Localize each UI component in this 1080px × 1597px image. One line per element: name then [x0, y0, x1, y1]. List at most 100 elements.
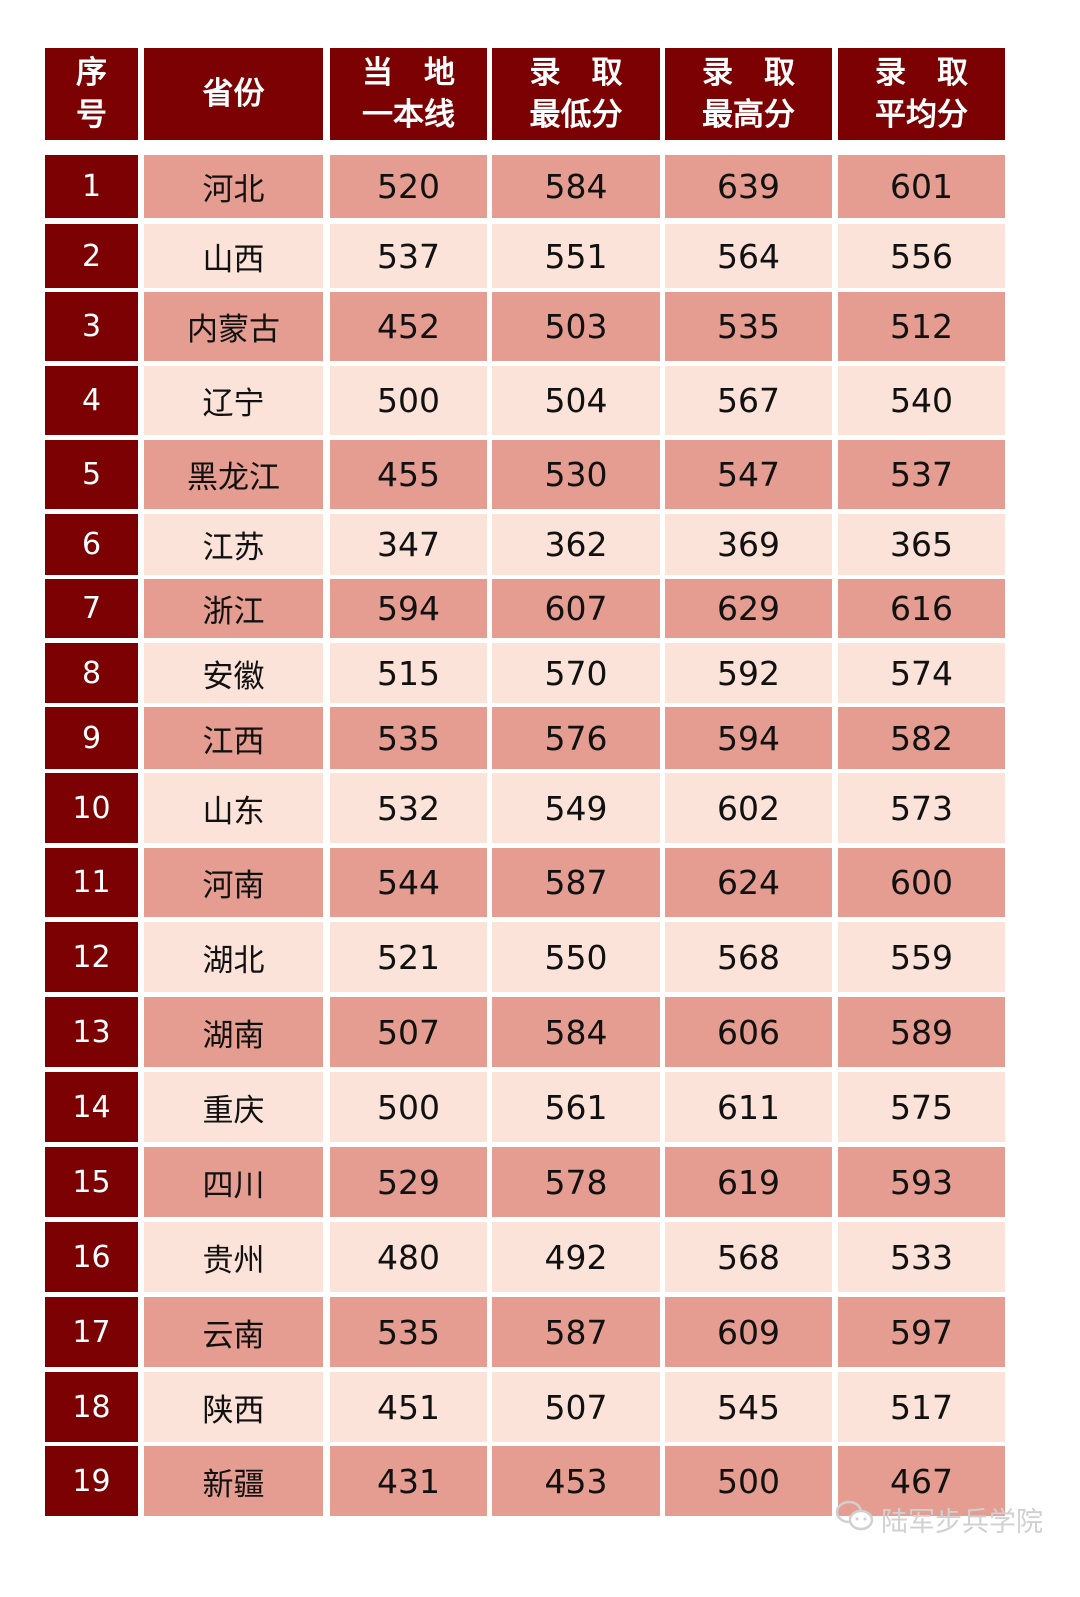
- cell-index: 5: [45, 440, 138, 509]
- cell-local-first-tier-line: 544: [330, 848, 487, 917]
- cell-avg-score: 575: [838, 1072, 1005, 1142]
- cell-avg-score: 559: [838, 922, 1005, 992]
- cell-min-score: 530: [492, 440, 660, 509]
- cell-min-score: 607: [492, 579, 660, 638]
- cell-min-score: 584: [492, 997, 660, 1067]
- watermark-text: 陆军步兵学院: [881, 1507, 1043, 1538]
- cell-province: 江苏: [144, 514, 323, 575]
- cell-avg-score: 540: [838, 366, 1005, 435]
- cell-province: 内蒙古: [144, 292, 323, 361]
- header-avg-score: 录 取 平均分: [838, 48, 1005, 140]
- cell-local-first-tier-line: 500: [330, 366, 487, 435]
- cell-province: 湖南: [144, 997, 323, 1067]
- cell-avg-score: 556: [838, 224, 1005, 288]
- cell-province: 江西: [144, 707, 323, 769]
- cell-max-score: 567: [665, 366, 832, 435]
- watermark: 陆军步兵学院: [835, 1500, 1043, 1539]
- cell-local-first-tier-line: 515: [330, 643, 487, 703]
- cell-index: 18: [45, 1372, 138, 1442]
- cell-max-score: 624: [665, 848, 832, 917]
- cell-max-score: 611: [665, 1072, 832, 1142]
- cell-index: 17: [45, 1297, 138, 1367]
- cell-avg-score: 601: [838, 155, 1005, 218]
- cell-index: 12: [45, 922, 138, 992]
- cell-province: 黑龙江: [144, 440, 323, 509]
- cell-min-score: 561: [492, 1072, 660, 1142]
- cell-local-first-tier-line: 500: [330, 1072, 487, 1142]
- cell-index: 6: [45, 514, 138, 575]
- cell-max-score: 602: [665, 773, 832, 843]
- cell-local-first-tier-line: 532: [330, 773, 487, 843]
- cell-avg-score: 517: [838, 1372, 1005, 1442]
- cell-index: 8: [45, 643, 138, 703]
- cell-index: 2: [45, 224, 138, 288]
- cell-province: 陕西: [144, 1372, 323, 1442]
- cell-max-score: 568: [665, 1222, 832, 1292]
- cell-max-score: 369: [665, 514, 832, 575]
- cell-avg-score: 582: [838, 707, 1005, 769]
- cell-max-score: 535: [665, 292, 832, 361]
- cell-avg-score: 467: [838, 1446, 1005, 1516]
- cell-local-first-tier-line: 535: [330, 1297, 487, 1367]
- cell-local-first-tier-line: 521: [330, 922, 487, 992]
- cell-min-score: 584: [492, 155, 660, 218]
- cell-local-first-tier-line: 451: [330, 1372, 487, 1442]
- cell-avg-score: 600: [838, 848, 1005, 917]
- cell-index: 19: [45, 1446, 138, 1516]
- cell-index: 9: [45, 707, 138, 769]
- cell-max-score: 606: [665, 997, 832, 1067]
- cell-local-first-tier-line: 452: [330, 292, 487, 361]
- cell-avg-score: 365: [838, 514, 1005, 575]
- cell-province: 浙江: [144, 579, 323, 638]
- cell-avg-score: 537: [838, 440, 1005, 509]
- cell-max-score: 547: [665, 440, 832, 509]
- cell-min-score: 549: [492, 773, 660, 843]
- cell-min-score: 503: [492, 292, 660, 361]
- cell-index: 13: [45, 997, 138, 1067]
- cell-index: 14: [45, 1072, 138, 1142]
- cell-index: 7: [45, 579, 138, 638]
- header-province: 省份: [144, 48, 323, 140]
- cell-local-first-tier-line: 507: [330, 997, 487, 1067]
- cell-min-score: 587: [492, 848, 660, 917]
- cell-max-score: 594: [665, 707, 832, 769]
- cell-province: 辽宁: [144, 366, 323, 435]
- cell-min-score: 453: [492, 1446, 660, 1516]
- cell-province: 河北: [144, 155, 323, 218]
- cell-province: 新疆: [144, 1446, 323, 1516]
- cell-local-first-tier-line: 455: [330, 440, 487, 509]
- cell-max-score: 568: [665, 922, 832, 992]
- cell-province: 安徽: [144, 643, 323, 703]
- cell-province: 河南: [144, 848, 323, 917]
- cell-max-score: 500: [665, 1446, 832, 1516]
- cell-max-score: 545: [665, 1372, 832, 1442]
- cell-avg-score: 589: [838, 997, 1005, 1067]
- cell-province: 山东: [144, 773, 323, 843]
- cell-index: 1: [45, 155, 138, 218]
- cell-avg-score: 533: [838, 1222, 1005, 1292]
- cell-min-score: 570: [492, 643, 660, 703]
- header-local-first-tier-line: 当 地 一本线: [330, 48, 487, 140]
- cell-province: 山西: [144, 224, 323, 288]
- cell-index: 4: [45, 366, 138, 435]
- cell-min-score: 362: [492, 514, 660, 575]
- cell-province: 重庆: [144, 1072, 323, 1142]
- cell-local-first-tier-line: 535: [330, 707, 487, 769]
- cell-avg-score: 573: [838, 773, 1005, 843]
- cell-min-score: 492: [492, 1222, 660, 1292]
- header-min-score: 录 取 最低分: [492, 48, 660, 140]
- cell-min-score: 507: [492, 1372, 660, 1442]
- cell-min-score: 576: [492, 707, 660, 769]
- cell-local-first-tier-line: 431: [330, 1446, 487, 1516]
- header-index: 序 号: [45, 48, 138, 140]
- cell-province: 四川: [144, 1147, 323, 1217]
- wechat-icon: [835, 1500, 875, 1539]
- cell-min-score: 504: [492, 366, 660, 435]
- cell-min-score: 578: [492, 1147, 660, 1217]
- cell-index: 3: [45, 292, 138, 361]
- cell-max-score: 592: [665, 643, 832, 703]
- cell-province: 云南: [144, 1297, 323, 1367]
- header-max-score: 录 取 最高分: [665, 48, 832, 140]
- cell-max-score: 609: [665, 1297, 832, 1367]
- cell-min-score: 587: [492, 1297, 660, 1367]
